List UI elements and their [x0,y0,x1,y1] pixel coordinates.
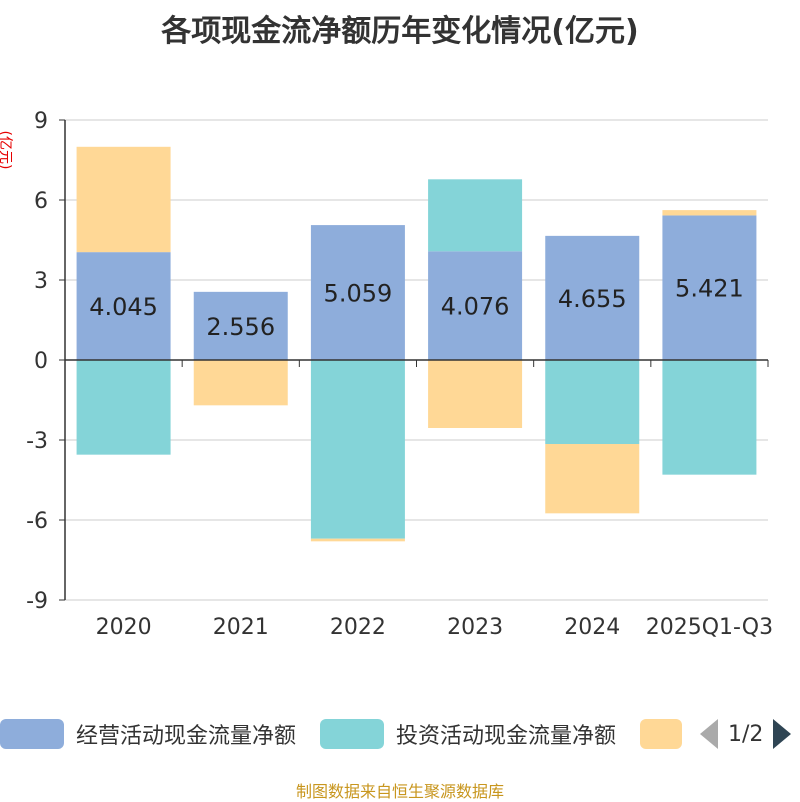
bar-investing [76,360,171,455]
x-tick-label: 2020 [96,615,152,640]
y-axis-unit-label: (亿元) [0,130,13,170]
bar-operating [428,251,523,360]
chart-title: 各项现金流净额历年变化情况(亿元) [161,14,639,49]
legend-swatch-third [640,719,682,749]
grid-lines [65,119,768,601]
bars [76,146,757,542]
bar-third [76,146,171,253]
x-tick-label: 2022 [330,615,386,640]
data-label: 4.045 [89,293,158,321]
y-tick-label: 9 [34,109,48,134]
bar-investing [662,360,757,475]
bar-investing [545,360,640,444]
data-label: 5.059 [324,280,393,308]
legend-page-indicator: 1/2 [728,721,764,747]
x-tick-label: 2024 [564,615,620,640]
legend-swatch-operating [0,719,64,749]
bar-operating [662,215,757,360]
bar-operating [310,225,405,360]
legend-item-third[interactable] [640,716,682,752]
data-label: 5.421 [675,275,744,303]
y-tick-label: 6 [34,189,48,214]
data-label: 4.076 [441,293,510,321]
legend-pager: 1/2 [700,716,792,752]
y-tick-label: 0 [34,349,48,374]
legend[interactable]: 经营活动现金流量净额 投资活动现金流量净额 1/2 [0,716,800,756]
legend-next-icon[interactable] [773,719,792,749]
bar-third [193,360,288,406]
y-tick-label: 3 [34,269,48,294]
data-label: 4.655 [558,285,627,313]
y-tick-label: -9 [26,589,48,614]
bar-third [428,360,523,428]
bar-investing [428,179,523,252]
tick-labels: -9 -6 -3 0 3 6 9 2020 2021 2022 2023 2024 2025Q1-Q3 [26,109,773,640]
axes [59,119,769,601]
data-label: 2.556 [206,313,275,341]
data-source-note: 制图数据来自恒生聚源数据库 [295,782,504,801]
legend-swatch-investing [320,719,384,749]
x-tick-label: 2025Q1-Q3 [646,615,773,640]
bar-third [545,444,640,514]
x-tick-label: 2023 [447,615,503,640]
bar-operating [193,291,288,360]
bar-third [310,538,405,542]
legend-prev-icon[interactable] [700,719,718,749]
legend-item-operating[interactable]: 经营活动现金流量净额 [0,716,296,752]
bar-operating [76,252,171,360]
y-tick-label: -6 [26,509,48,534]
legend-item-investing[interactable]: 投资活动现金流量净额 [320,716,616,752]
bar-investing [310,360,405,539]
bar-third [662,210,757,216]
x-tick-label: 2021 [213,615,269,640]
y-tick-label: -3 [26,429,48,454]
legend-label-operating: 经营活动现金流量净额 [76,724,297,749]
bar-operating [545,235,640,360]
legend-label-investing: 投资活动现金流量净额 [396,724,617,749]
data-labels: 4.045 2.556 5.059 4.076 4.655 5.421 [89,275,744,341]
